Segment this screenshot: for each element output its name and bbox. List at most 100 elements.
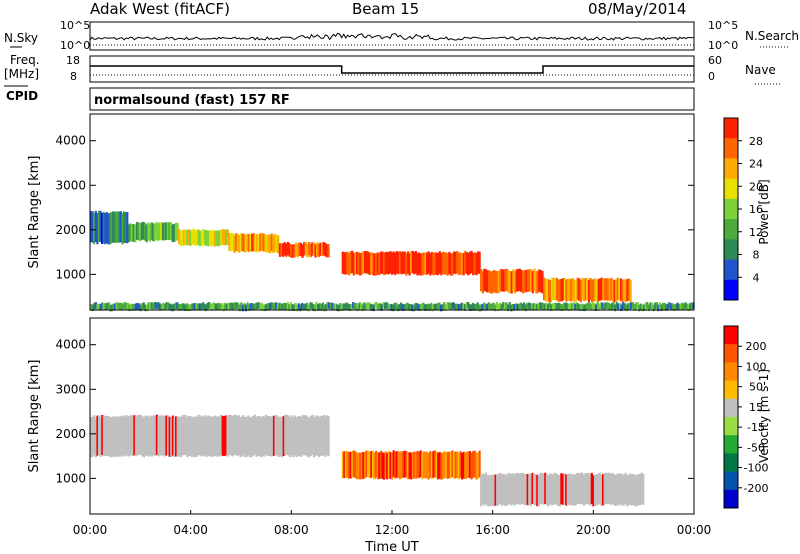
echo-cell-band-8: [412, 304, 415, 312]
echo-cell-band-2: [518, 473, 521, 505]
echo-cell-band-8: [261, 302, 264, 310]
echo-cell-band-7: [557, 279, 560, 302]
echo-cell-band-4: [309, 243, 312, 258]
echo-cell-band-8: [267, 303, 270, 310]
echo-cell-band-8: [110, 304, 113, 312]
echo-cell-band-0: [277, 416, 280, 457]
echo-cell-band-4: [278, 243, 281, 257]
echo-cell-band-8: [152, 302, 155, 310]
echo-cell-band-2: [220, 229, 223, 246]
echo-cell-band-4: [283, 242, 286, 256]
echo-cell-band-8: [153, 302, 157, 309]
nsearch-tick-low: 10^0: [708, 39, 738, 52]
echo-cell-band-8: [364, 303, 367, 311]
echo-cell-band-2: [592, 475, 595, 507]
echo-cell-band-8: [561, 304, 564, 311]
echo-cell-band-1: [344, 450, 347, 478]
echo-cell-band-2: [638, 474, 642, 506]
colorbar-tick-label: 24: [749, 158, 763, 171]
echo-cell-band-0: [223, 416, 226, 457]
echo-cell-band-8: [102, 303, 105, 311]
echo-cell-band-0: [107, 416, 110, 457]
echo-cell-band-0: [118, 416, 122, 457]
echo-cell-band-0: [124, 211, 127, 244]
freq-tick-high: 18: [66, 54, 80, 67]
echo-cell-band-8: [441, 304, 444, 311]
echo-cell-band-8: [387, 303, 390, 311]
echo-cell-band-2: [213, 230, 216, 247]
echo-cell-band-2: [594, 474, 597, 506]
echo-cell-band-5: [397, 251, 400, 275]
echo-cell-band-8: [324, 304, 328, 311]
echo-cell-band-0: [98, 415, 101, 456]
echo-cell-band-0: [319, 415, 322, 456]
echo-cell-band-0: [215, 416, 218, 457]
echo-cell-band-2: [629, 473, 632, 505]
echo-cell-band-8: [133, 303, 136, 311]
echo-cell-band-2: [212, 230, 215, 246]
echo-cell-band-8: [654, 302, 657, 310]
echo-cell-band-6: [528, 269, 531, 292]
echo-cell-band-1: [155, 222, 158, 240]
echo-cell-band-8: [222, 304, 225, 312]
echo-cell-band-8: [321, 302, 324, 310]
echo-cell-band-8: [107, 302, 110, 309]
echo-cell-band-6: [539, 270, 542, 293]
echo-cell-band-2: [624, 472, 627, 504]
echo-cell-band-0: [195, 416, 199, 457]
echo-cell-band-0: [170, 416, 173, 457]
echo-cell-band-8: [575, 302, 578, 310]
freq-lines: [90, 65, 694, 76]
echo-cell-band-8: [684, 302, 687, 309]
echo-cell-band-2: [563, 473, 566, 505]
echo-cell-band-8: [292, 304, 296, 311]
echo-cell-band-2: [595, 474, 598, 506]
echo-cell-band-7: [600, 277, 603, 300]
echo-cell-band-5: [438, 251, 441, 274]
echo-cell-band-8: [404, 303, 407, 311]
echo-cell-band-8: [380, 304, 383, 311]
echo-cell-band-8: [118, 303, 121, 310]
colorbar-swatch: [724, 198, 738, 220]
echo-cell-band-0: [130, 414, 133, 455]
echo-cell-band-2: [504, 474, 507, 506]
echo-cell-band-8: [336, 304, 339, 311]
echo-cell-band-3: [251, 233, 254, 252]
echo-cell-band-8: [296, 304, 299, 312]
echo-cell-band-8: [563, 302, 566, 310]
echo-cell-band-2: [197, 229, 200, 246]
echo-cell-band-1: [341, 451, 344, 479]
echo-cell-band-8: [615, 302, 618, 309]
echo-cell-band-8: [652, 304, 655, 312]
power-panel: [90, 210, 695, 312]
echo-cell-band-5: [389, 251, 392, 274]
velocity-panel: [90, 414, 645, 507]
echo-cell-band-0: [123, 416, 126, 457]
echo-cell-band-7: [562, 278, 565, 301]
echo-cell-band-0: [102, 212, 105, 244]
echo-cell-band-8: [513, 303, 516, 311]
echo-cell-band-0: [314, 415, 317, 456]
echo-cell-band-1: [464, 452, 467, 480]
echo-cell-band-1: [365, 450, 368, 478]
echo-cell-band-8: [173, 303, 176, 311]
echo-cell-band-2: [589, 474, 592, 506]
echo-cell-band-0: [121, 213, 124, 245]
echo-cell-band-8: [243, 303, 246, 310]
echo-cell-band-8: [109, 304, 112, 312]
echo-cell-band-8: [591, 302, 594, 310]
echo-cell-band-8: [385, 302, 388, 309]
echo-cell-band-8: [443, 302, 446, 309]
echo-cell-band-2: [496, 474, 499, 506]
echo-cell-band-4: [301, 244, 304, 258]
echo-cell-band-5: [435, 252, 438, 275]
echo-cell-band-8: [246, 302, 249, 309]
echo-cell-band-8: [673, 304, 676, 311]
echo-cell-band-1: [406, 452, 410, 480]
echo-cell-band-0: [268, 416, 271, 457]
echo-cell-band-1: [132, 224, 135, 242]
colorbar-tick-label: -15: [747, 421, 765, 434]
echo-cell-band-8: [607, 302, 610, 310]
echo-cell-band-8: [531, 303, 534, 311]
echo-cell-band-5: [357, 252, 360, 275]
